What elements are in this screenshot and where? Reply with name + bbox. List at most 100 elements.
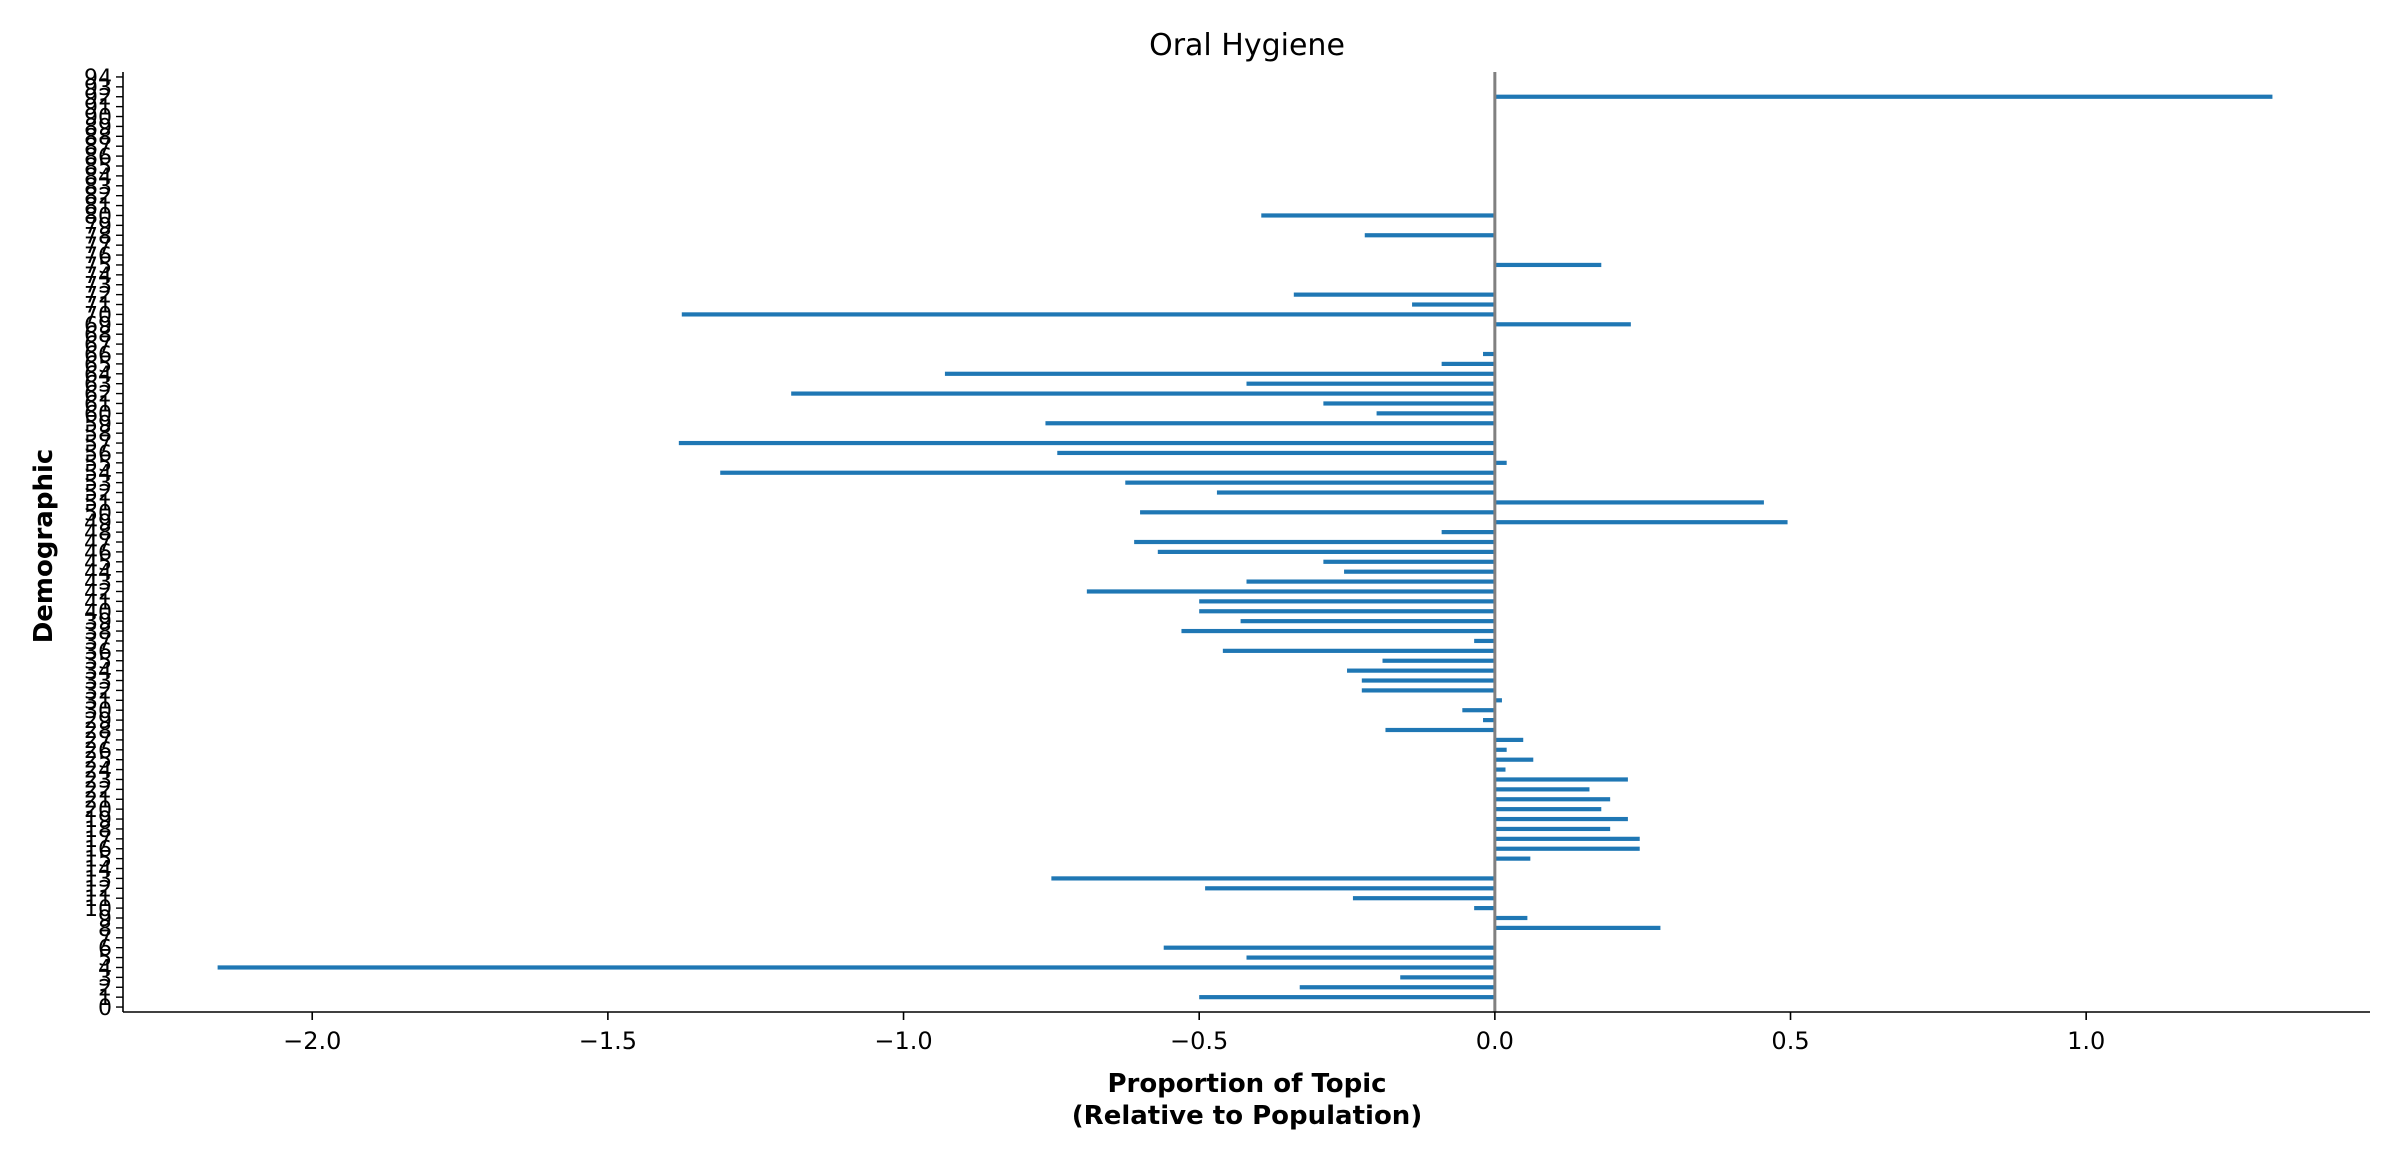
y-tick-label: 3 [98,966,112,991]
y-tick-label: 68 [84,323,112,348]
y-tick-label: 55 [84,452,112,477]
bar-11 [1352,896,1495,901]
y-tick-label: 74 [84,264,112,289]
y-tick-label: 17 [84,828,112,853]
y-tick-label: 28 [84,719,112,744]
y-tick-label: 57 [84,432,112,457]
x-tick-label: 0.0 [1476,1027,1514,1055]
bar-49 [1494,520,1788,525]
y-tick-label: 80 [84,204,112,229]
y-tick-label: 85 [84,155,112,180]
bar-63 [1246,381,1495,386]
y-tick-label: 18 [84,818,112,843]
y-tick-label: 7 [98,927,112,952]
y-tick-label: 41 [84,590,112,615]
bar-20 [1494,807,1602,812]
y-tick-label: 93 [84,76,112,101]
bar-2 [1299,985,1495,990]
y-tick-label: 52 [84,482,112,507]
bar-4 [217,965,1495,970]
bar-27 [1494,737,1524,742]
y-axis-label: Demographic [29,449,59,644]
bar-6 [1163,945,1495,950]
y-tick-label: 46 [84,541,112,566]
y-tick-label: 58 [84,422,112,447]
bar-38 [1181,628,1495,634]
bar-10 [1474,906,1495,911]
y-tick-label: 39 [84,610,112,635]
y-tick-label: 81 [84,195,112,220]
y-tick-label: 87 [84,135,112,160]
bar-44 [1344,569,1495,574]
bar-24 [1494,767,1506,772]
y-tick-label: 73 [84,274,112,299]
bar-18 [1494,826,1611,832]
y-tick-label: 23 [84,768,112,793]
y-tick-label: 43 [84,571,112,596]
bar-43 [1246,579,1495,584]
y-tick-label: 30 [84,699,112,724]
y-tick-label: 31 [84,689,112,714]
y-tick-label: 1 [98,986,112,1011]
y-tick-label: 13 [84,867,112,892]
y-tick-label: 75 [84,254,112,279]
bar-65 [1441,361,1495,366]
bar-34 [1347,668,1495,673]
y-tick-label: 61 [84,392,112,417]
bar-16 [1494,846,1640,851]
bar-21 [1494,797,1611,802]
bar-40 [1199,609,1495,614]
y-tick-label: 40 [84,600,112,625]
bar-32 [1361,688,1495,693]
bar-22 [1494,787,1590,792]
bar-64 [944,371,1495,376]
bar-51 [1494,500,1764,505]
bar-61 [1323,401,1495,406]
y-tick-label: 12 [84,877,112,902]
bar-9 [1494,915,1528,921]
y-tick-label: 66 [84,343,112,368]
y-tick-label: 69 [84,313,112,338]
y-tick-label: 20 [84,798,112,823]
bar-37 [1474,638,1495,644]
bar-8 [1494,925,1661,930]
bar-78 [1364,233,1495,238]
y-tick-label: 14 [84,858,112,883]
y-tick-label: 76 [84,244,112,269]
bar-46 [1157,549,1495,554]
bar-12 [1205,886,1495,891]
bar-75 [1494,262,1602,268]
y-tick-label: 91 [84,96,112,121]
bar-26 [1494,747,1507,752]
x-tick-label: −0.5 [1170,1027,1228,1055]
y-tick-label: 47 [84,531,112,556]
y-tick-label: 15 [84,848,112,873]
bar-50 [1140,510,1495,515]
y-tick-label: 37 [84,630,112,655]
y-tick-label: 4 [98,956,112,981]
bars-group [217,94,2273,1000]
bar-70 [681,312,1495,317]
y-tick-label: 5 [98,947,112,972]
bar-3 [1400,975,1495,980]
bar-15 [1494,856,1531,861]
bar-54 [720,470,1495,475]
y-tick-label: 83 [84,175,112,200]
bar-5 [1246,955,1495,960]
y-tick-label: 77 [84,234,112,259]
y-tick-label: 70 [84,303,112,328]
y-tick-label: 86 [84,145,112,170]
x-tick-label: 1.0 [2067,1027,2105,1055]
y-tick-label: 27 [84,729,112,754]
y-tick-label: 89 [84,115,112,140]
y-tick-label: 8 [98,917,112,942]
y-tick-label: 42 [84,580,112,605]
y-tick-label: 2 [98,976,112,1001]
x-tick-label: −1.0 [874,1027,932,1055]
y-tick-label: 94 [84,66,112,91]
y-tick-label: 10 [84,897,112,922]
bar-92 [1494,94,2273,99]
y-tick-label: 50 [84,501,112,526]
bar-28 [1385,727,1495,733]
